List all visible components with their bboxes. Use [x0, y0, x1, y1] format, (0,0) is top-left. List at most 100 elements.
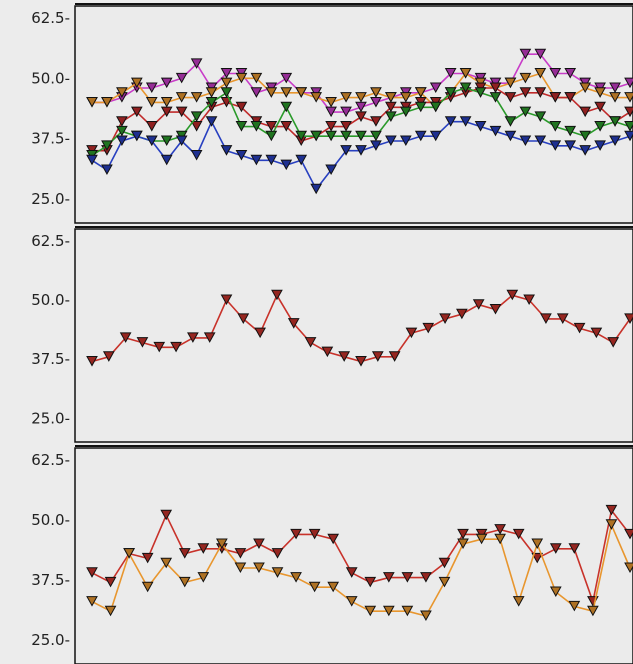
data-point-marker — [609, 135, 621, 147]
data-point-marker — [512, 528, 525, 540]
data-point-marker — [116, 135, 128, 147]
data-point-marker — [145, 121, 158, 132]
data-point-marker — [130, 77, 143, 89]
data-point-marker — [160, 557, 173, 569]
plot-area — [74, 447, 633, 664]
plot-area — [74, 5, 633, 224]
y-tick-label: 62.5- — [31, 451, 70, 469]
data-point-marker — [523, 294, 535, 306]
data-point-marker — [280, 101, 293, 113]
data-point-marker — [605, 504, 618, 516]
data-point-marker — [414, 87, 427, 98]
plot-area — [74, 228, 633, 443]
data-point-marker — [388, 351, 401, 362]
data-point-marker — [590, 327, 603, 339]
data-point-marker — [203, 332, 216, 343]
data-point-marker — [594, 101, 606, 113]
data-point-marker — [145, 82, 158, 94]
data-point-marker — [197, 572, 210, 583]
data-point-marker — [489, 125, 502, 137]
data-point-marker — [512, 596, 525, 607]
data-point-marker — [579, 130, 592, 142]
data-point-marker — [459, 82, 472, 94]
data-point-marker — [254, 327, 266, 339]
data-point-marker — [290, 528, 302, 540]
data-point-marker — [414, 101, 427, 113]
y-tick-label: 50.0- — [31, 69, 70, 87]
data-point-marker — [399, 106, 412, 118]
data-point-marker — [325, 96, 337, 108]
data-point-marker — [86, 596, 98, 607]
data-point-marker — [549, 92, 562, 103]
data-point-marker — [265, 121, 278, 132]
data-point-marker — [327, 533, 340, 545]
data-point-marker — [609, 116, 621, 127]
data-point-marker — [325, 121, 337, 132]
data-point-marker — [549, 140, 562, 151]
data-point-marker — [116, 116, 128, 127]
data-point-marker — [253, 538, 265, 550]
data-point-marker — [280, 121, 293, 132]
data-point-marker — [308, 581, 321, 593]
data-point-marker — [355, 145, 367, 156]
data-point-marker — [101, 96, 113, 108]
data-point-marker — [86, 356, 98, 367]
data-point-marker — [472, 299, 485, 310]
data-point-marker — [370, 140, 382, 151]
data-point-marker — [101, 164, 113, 175]
data-point-marker — [216, 538, 228, 550]
data-point-marker — [414, 130, 427, 142]
data-point-marker — [190, 111, 203, 122]
data-point-marker — [534, 48, 547, 60]
data-point-marker — [220, 294, 233, 306]
data-point-marker — [190, 92, 203, 103]
data-point-marker — [579, 145, 592, 156]
data-point-marker — [474, 121, 487, 132]
data-point-marker — [136, 337, 149, 348]
data-point-marker — [325, 130, 337, 142]
data-point-marker — [304, 337, 317, 348]
data-point-marker — [271, 289, 283, 301]
data-point-marker — [405, 327, 418, 339]
data-point-marker — [385, 111, 397, 122]
y-tick-label: 37.5- — [31, 130, 70, 148]
data-point-marker — [141, 581, 154, 593]
data-point-marker — [504, 116, 517, 127]
data-point-marker — [355, 92, 367, 103]
data-point-marker — [573, 322, 586, 334]
data-point-marker — [338, 351, 351, 362]
data-point-marker — [519, 87, 532, 98]
data-point-marker — [310, 183, 323, 195]
data-point-marker — [439, 313, 451, 324]
data-point-marker — [340, 130, 352, 142]
data-point-marker — [86, 96, 98, 108]
data-point-marker — [104, 605, 117, 617]
data-point-marker — [494, 524, 506, 535]
data-point-marker — [220, 145, 233, 156]
data-point-marker — [549, 586, 562, 598]
data-point-marker — [474, 87, 487, 98]
data-point-marker — [160, 106, 173, 118]
data-point-marker — [295, 87, 308, 98]
data-point-marker — [370, 116, 382, 127]
data-point-marker — [564, 125, 577, 137]
data-point-marker — [205, 116, 218, 127]
data-point-marker — [160, 509, 173, 521]
data-point-marker — [101, 140, 113, 151]
data-point-marker — [364, 605, 377, 617]
data-point-marker — [504, 92, 517, 103]
data-point-marker — [385, 135, 397, 147]
data-point-marker — [220, 77, 233, 89]
data-point-marker — [220, 87, 233, 98]
data-point-marker — [345, 567, 358, 578]
y-tick-label: 37.5- — [31, 350, 70, 368]
data-point-marker — [86, 567, 98, 578]
data-point-marker — [280, 159, 293, 171]
data-point-marker — [355, 356, 367, 367]
data-point-marker — [104, 576, 117, 588]
data-point-marker — [370, 87, 382, 98]
data-point-marker — [160, 77, 173, 89]
y-tick-label: 62.5- — [31, 9, 70, 27]
data-point-marker — [420, 572, 432, 583]
